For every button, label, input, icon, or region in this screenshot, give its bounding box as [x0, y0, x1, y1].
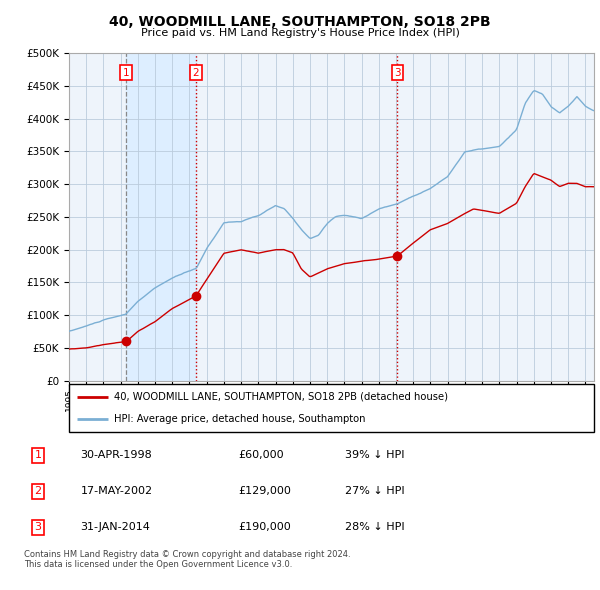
Text: 2: 2 [35, 486, 41, 496]
Text: 30-APR-1998: 30-APR-1998 [80, 450, 152, 460]
Text: 31-JAN-2014: 31-JAN-2014 [80, 522, 150, 532]
Text: £190,000: £190,000 [238, 522, 291, 532]
Text: 3: 3 [35, 522, 41, 532]
Text: 3: 3 [394, 68, 401, 78]
Text: HPI: Average price, detached house, Southampton: HPI: Average price, detached house, Sout… [113, 414, 365, 424]
Text: 27% ↓ HPI: 27% ↓ HPI [346, 486, 405, 496]
Text: 1: 1 [35, 450, 41, 460]
FancyBboxPatch shape [69, 384, 594, 432]
Text: 40, WOODMILL LANE, SOUTHAMPTON, SO18 2PB (detached house): 40, WOODMILL LANE, SOUTHAMPTON, SO18 2PB… [113, 392, 448, 402]
Text: 17-MAY-2002: 17-MAY-2002 [80, 486, 152, 496]
Text: £60,000: £60,000 [238, 450, 284, 460]
Text: Contains HM Land Registry data © Crown copyright and database right 2024.
This d: Contains HM Land Registry data © Crown c… [24, 550, 350, 569]
Text: 1: 1 [123, 68, 130, 78]
Bar [127, 53, 196, 381]
Text: Price paid vs. HM Land Registry's House Price Index (HPI): Price paid vs. HM Land Registry's House … [140, 28, 460, 38]
Text: 40, WOODMILL LANE, SOUTHAMPTON, SO18 2PB: 40, WOODMILL LANE, SOUTHAMPTON, SO18 2PB [109, 15, 491, 29]
Text: 28% ↓ HPI: 28% ↓ HPI [346, 522, 405, 532]
Text: £129,000: £129,000 [238, 486, 291, 496]
Text: 39% ↓ HPI: 39% ↓ HPI [346, 450, 405, 460]
Text: 2: 2 [193, 68, 199, 78]
